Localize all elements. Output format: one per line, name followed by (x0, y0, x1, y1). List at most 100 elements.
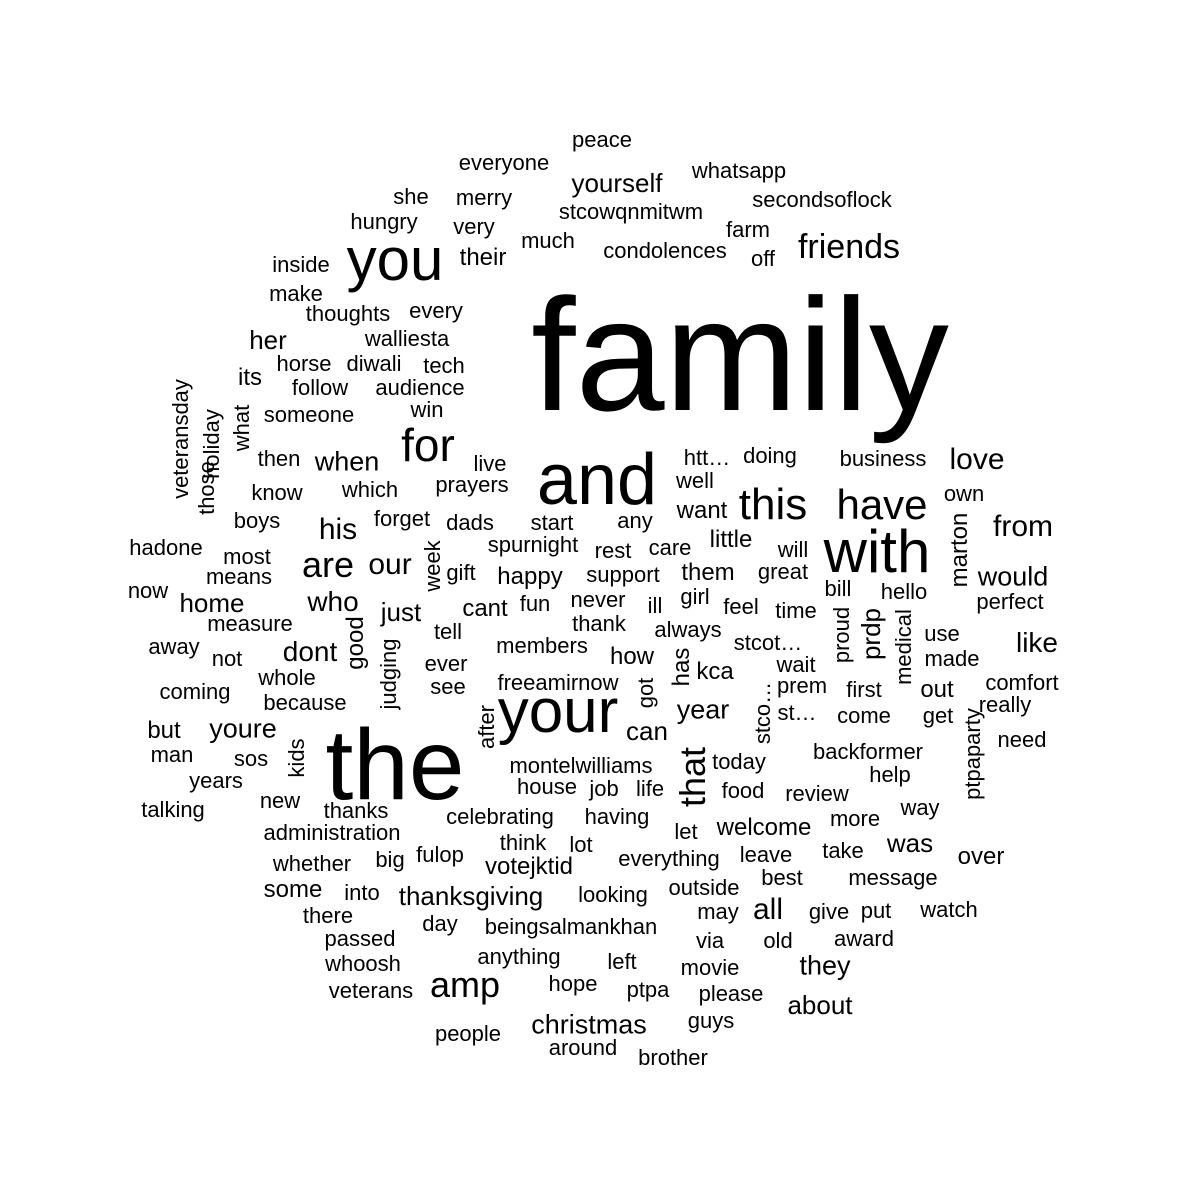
word-new: new (259, 788, 301, 813)
word-freeamirnow: freeamirnow (497, 670, 619, 695)
word-not: not (211, 646, 243, 671)
word-coming: coming (159, 679, 231, 704)
word-some: some (263, 876, 323, 903)
word-please: please (698, 981, 764, 1006)
word-life: life (635, 776, 665, 801)
word-girl: girl (680, 584, 710, 609)
word-condolences: condolences (603, 238, 727, 263)
word-who: who (307, 586, 359, 617)
word-passed: passed (324, 926, 396, 951)
word-comfort: comfort (985, 670, 1059, 695)
word-lot: lot (569, 832, 593, 857)
word-much: much (521, 228, 575, 253)
word-thank: thank (572, 611, 626, 636)
word-with: with (823, 518, 931, 585)
word-the: the (325, 709, 465, 821)
word-get: get (922, 703, 954, 728)
word-know: know (251, 480, 303, 505)
word-outside: outside (668, 875, 740, 900)
word-into: into (344, 880, 380, 905)
word-win: win (410, 397, 444, 422)
word-never: never (570, 587, 626, 612)
word-has: has (668, 647, 695, 687)
word-from: from (993, 510, 1053, 543)
word-prem: prem (776, 673, 828, 698)
word-just: just (380, 597, 422, 627)
word-was: was (886, 828, 934, 858)
word-means: means (205, 564, 273, 589)
word-year: year (676, 694, 730, 725)
word-tell: tell (433, 619, 463, 644)
word-week: week (420, 540, 445, 592)
word-members: members (496, 633, 588, 658)
word-man: man (150, 742, 194, 767)
word-dont: dont (282, 636, 338, 667)
word-ptpaparty: ptpaparty (960, 708, 985, 800)
word-away: away (148, 634, 200, 659)
word-guys: guys (687, 1008, 735, 1033)
word-celebrating: celebrating (446, 804, 554, 829)
word-may: may (697, 899, 739, 924)
word-beingsalmankhan: beingsalmankhan (484, 914, 658, 939)
word-there: there (302, 903, 354, 928)
word-make: make (269, 281, 323, 306)
word-they: they (799, 950, 851, 981)
word-old: old (763, 928, 793, 953)
word-can: can (626, 716, 668, 746)
word-when: when (314, 446, 380, 477)
word-good: good (342, 616, 369, 670)
word-stcowqnmitwm: stcowqnmitwm (558, 199, 704, 224)
word-thanks: thanks (323, 798, 389, 823)
word-judging: judging (376, 638, 401, 710)
word-cant: cant (462, 595, 508, 622)
word-backformer: backformer (812, 739, 924, 764)
word-how: how (609, 643, 655, 670)
word-brother: brother (638, 1045, 708, 1070)
word-its: its (238, 364, 262, 391)
word-come: come (837, 703, 891, 728)
word-marton: marton (946, 512, 973, 588)
word-administration: administration (263, 820, 401, 845)
word-own: own (943, 481, 985, 506)
word-well: well (676, 468, 714, 493)
word-votejktid: votejktid (484, 853, 574, 880)
word-think: think (499, 830, 547, 855)
word-use: use (924, 621, 960, 646)
word-peace: peace (572, 127, 632, 152)
word-best: best (761, 865, 803, 890)
word-left: left (607, 949, 637, 974)
word-care: care (648, 535, 692, 560)
word-home: home (179, 588, 245, 618)
word-those: those (194, 461, 219, 515)
word-st: st… (777, 700, 817, 725)
word-prdp: prdp (856, 607, 886, 661)
word-because: because (263, 690, 347, 715)
word-whoosh: whoosh (325, 951, 401, 976)
word-want: want (676, 497, 728, 524)
word-give: give (808, 899, 850, 924)
word-like: like (1015, 627, 1059, 658)
word-secondsoflock: secondsoflock (752, 187, 892, 212)
word-gift: gift (446, 560, 476, 585)
word-his: his (318, 513, 358, 546)
word-ptpa: ptpa (626, 977, 670, 1002)
word-got: got (633, 677, 658, 709)
word-her: her (249, 325, 287, 355)
word-thanksgiving: thanksgiving (398, 881, 544, 911)
word-watch: watch (920, 897, 978, 922)
word-little: little (709, 526, 753, 553)
word-but: but (147, 717, 181, 744)
word-diwali: diwali (346, 351, 402, 376)
word-friends: friends (797, 228, 901, 266)
word-via: via (695, 928, 725, 953)
word-all: all (752, 893, 784, 926)
word-today: today (712, 749, 766, 774)
word-leave: leave (739, 842, 793, 867)
word-sos: sos (233, 746, 269, 771)
word-fun: fun (519, 591, 551, 616)
word-take: take (822, 838, 864, 863)
word-job: job (589, 776, 619, 801)
word-hope: hope (548, 971, 598, 996)
word-movie: movie (680, 955, 740, 980)
